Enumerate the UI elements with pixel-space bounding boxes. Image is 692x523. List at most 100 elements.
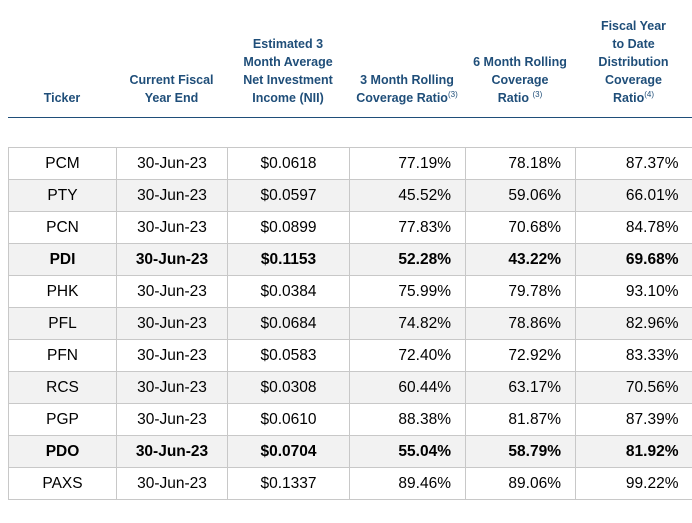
cell-fytd-ratio: 93.10%: [575, 275, 692, 308]
table-row: PGP 30-Jun-23 $0.0610 88.38% 81.87% 87.39%: [8, 403, 692, 436]
header-line: Net Investment: [243, 73, 333, 87]
header-line: Distribution: [598, 55, 669, 69]
cell-ticker: PAXS: [8, 467, 117, 500]
cell-three-month-ratio: 77.19%: [349, 147, 466, 180]
header-ticker: Ticker: [8, 89, 116, 107]
header-line: 3 Month Rolling: [360, 73, 454, 87]
cell-six-month-ratio: 58.79%: [465, 435, 576, 468]
cell-six-month-ratio: 72.92%: [465, 339, 576, 372]
header-line: Coverage: [605, 73, 662, 87]
header-line: Ratio: [497, 91, 529, 105]
cell-fytd-ratio: 87.37%: [575, 147, 692, 180]
header-line: Estimated 3: [252, 37, 324, 51]
header-line: Fiscal Year: [600, 19, 667, 33]
header-line: Income (NII): [252, 91, 324, 105]
header-three-month-ratio: 3 Month Rolling Coverage Ratio(3): [349, 71, 465, 107]
cell-nii: $0.0610: [227, 403, 350, 436]
cell-fiscal-year-end: 30-Jun-23: [116, 371, 228, 404]
header-line: to Date: [612, 37, 655, 51]
cell-six-month-ratio: 81.87%: [465, 403, 576, 436]
cell-six-month-ratio: 79.78%: [465, 275, 576, 308]
cell-fiscal-year-end: 30-Jun-23: [116, 179, 228, 212]
cell-three-month-ratio: 88.38%: [349, 403, 466, 436]
cell-ticker: PGP: [8, 403, 117, 436]
cell-fiscal-year-end: 30-Jun-23: [116, 147, 228, 180]
cell-fiscal-year-end: 30-Jun-23: [116, 211, 228, 244]
cell-fiscal-year-end: 30-Jun-23: [116, 275, 228, 308]
cell-nii: $0.0384: [227, 275, 350, 308]
footnote-marker: (3): [447, 89, 458, 99]
cell-fytd-ratio: 70.56%: [575, 371, 692, 404]
cell-three-month-ratio: 89.46%: [349, 467, 466, 500]
cell-ticker: RCS: [8, 371, 117, 404]
cell-fytd-ratio: 83.33%: [575, 339, 692, 372]
cell-ticker: PHK: [8, 275, 117, 308]
cell-three-month-ratio: 55.04%: [349, 435, 466, 468]
cell-six-month-ratio: 78.86%: [465, 307, 576, 340]
cell-fytd-ratio: 99.22%: [575, 467, 692, 500]
cell-six-month-ratio: 70.68%: [465, 211, 576, 244]
cell-three-month-ratio: 75.99%: [349, 275, 466, 308]
header-ticker-label: Ticker: [43, 91, 81, 105]
cell-six-month-ratio: 63.17%: [465, 371, 576, 404]
table-body: PCM 30-Jun-23 $0.0618 77.19% 78.18% 87.37% PTY…: [8, 147, 692, 500]
cell-ticker: PCM: [8, 147, 117, 180]
header-line: Ratio: [612, 91, 645, 105]
footnote-marker: (4): [644, 89, 655, 99]
header-line: 6 Month Rolling: [473, 55, 567, 69]
cell-fiscal-year-end: 30-Jun-23: [116, 403, 228, 436]
cell-fytd-ratio: 69.68%: [575, 243, 692, 276]
cell-nii: $0.1337: [227, 467, 350, 500]
header-six-month-ratio: 6 Month Rolling Coverage Ratio (3): [465, 53, 575, 107]
cell-nii: $0.0684: [227, 307, 350, 340]
header-fiscal-year-end: Current Fiscal Year End: [116, 71, 227, 107]
cell-three-month-ratio: 45.52%: [349, 179, 466, 212]
cell-six-month-ratio: 89.06%: [465, 467, 576, 500]
table-row: PDO 30-Jun-23 $0.0704 55.04% 58.79% 81.92%: [8, 435, 692, 468]
cell-fiscal-year-end: 30-Jun-23: [116, 467, 228, 500]
table-row: PCN 30-Jun-23 $0.0899 77.83% 70.68% 84.78%: [8, 211, 692, 244]
header-line: Month Average: [243, 55, 333, 69]
cell-nii: $0.0704: [227, 435, 350, 468]
cell-fytd-ratio: 66.01%: [575, 179, 692, 212]
table-row: PDI 30-Jun-23 $0.1153 52.28% 43.22% 69.68%: [8, 243, 692, 276]
cell-three-month-ratio: 72.40%: [349, 339, 466, 372]
cell-nii: $0.0308: [227, 371, 350, 404]
cell-nii: $0.0899: [227, 211, 350, 244]
table-row: PTY 30-Jun-23 $0.0597 45.52% 59.06% 66.01%: [8, 179, 692, 212]
cell-ticker: PDO: [8, 435, 117, 468]
cell-ticker: PFN: [8, 339, 117, 372]
cell-ticker: PTY: [8, 179, 117, 212]
cell-six-month-ratio: 43.22%: [465, 243, 576, 276]
cell-ticker: PCN: [8, 211, 117, 244]
table-row: PCM 30-Jun-23 $0.0618 77.19% 78.18% 87.37%: [8, 147, 692, 180]
table-row: PHK 30-Jun-23 $0.0384 75.99% 79.78% 93.10%: [8, 275, 692, 308]
cell-nii: $0.0618: [227, 147, 350, 180]
table-row: PAXS 30-Jun-23 $0.1337 89.46% 89.06% 99.22%: [8, 467, 692, 500]
cell-fiscal-year-end: 30-Jun-23: [116, 435, 228, 468]
header-nii: Estimated 3 Month Average Net Investment…: [227, 35, 349, 107]
cell-fiscal-year-end: 30-Jun-23: [116, 243, 228, 276]
cell-nii: $0.0583: [227, 339, 350, 372]
cell-three-month-ratio: 52.28%: [349, 243, 466, 276]
header-line: Coverage Ratio: [356, 91, 448, 105]
footnote-marker: (3): [532, 89, 543, 99]
header-line: Coverage: [491, 73, 549, 87]
cell-fytd-ratio: 81.92%: [575, 435, 692, 468]
data-table: PCM 30-Jun-23 $0.0618 77.19% 78.18% 87.37% PTY…: [8, 147, 692, 500]
cell-fiscal-year-end: 30-Jun-23: [116, 307, 228, 340]
cell-nii: $0.1153: [227, 243, 350, 276]
cell-fiscal-year-end: 30-Jun-23: [116, 339, 228, 372]
table-row: PFL 30-Jun-23 $0.0684 74.82% 78.86% 82.96%: [8, 307, 692, 340]
table-row: RCS 30-Jun-23 $0.0308 60.44% 63.17% 70.56%: [8, 371, 692, 404]
cell-three-month-ratio: 77.83%: [349, 211, 466, 244]
cell-fytd-ratio: 84.78%: [575, 211, 692, 244]
cell-nii: $0.0597: [227, 179, 350, 212]
cell-ticker: PDI: [8, 243, 117, 276]
cell-ticker: PFL: [8, 307, 117, 340]
table-header: Ticker Current Fiscal Year End Estimated…: [8, 0, 692, 118]
cell-fytd-ratio: 87.39%: [575, 403, 692, 436]
coverage-table: Ticker Current Fiscal Year End Estimated…: [8, 0, 692, 500]
table-row: PFN 30-Jun-23 $0.0583 72.40% 72.92% 83.33%: [8, 339, 692, 372]
header-line: Current Fiscal: [129, 73, 214, 87]
